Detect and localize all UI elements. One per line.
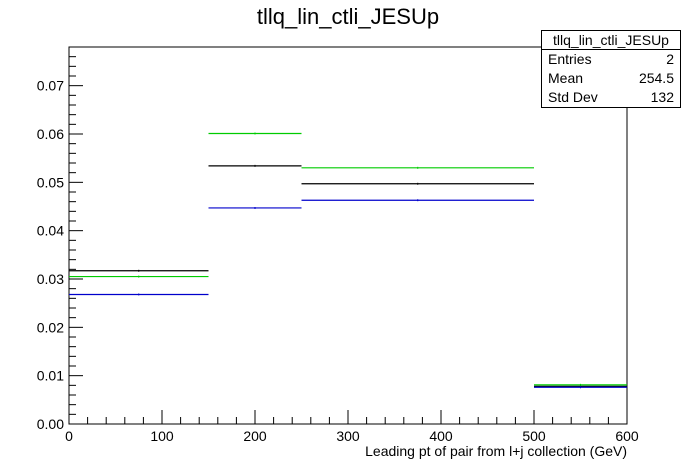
stats-entries-label: Entries bbox=[548, 51, 592, 67]
stats-stddev-row: Std Dev 132 bbox=[542, 88, 680, 107]
stats-entries-value: 2 bbox=[666, 51, 674, 67]
y-tick-label: 0.07 bbox=[37, 78, 64, 94]
stats-box: tllq_lin_ctli_JESUp Entries 2 Mean 254.5… bbox=[541, 30, 681, 108]
stats-mean-label: Mean bbox=[548, 70, 584, 86]
y-tick-label: 0.00 bbox=[37, 416, 64, 432]
x-tick-label: 200 bbox=[243, 428, 267, 444]
x-tick-label: 300 bbox=[336, 428, 360, 444]
y-tick-label: 0.04 bbox=[37, 223, 64, 239]
y-tick-label: 0.01 bbox=[37, 368, 64, 384]
x-axis-label: Leading pt of pair from l+j collection (… bbox=[365, 443, 627, 459]
x-tick-label: 600 bbox=[615, 428, 639, 444]
stats-mean-row: Mean 254.5 bbox=[542, 69, 680, 88]
y-tick-label: 0.02 bbox=[37, 319, 64, 335]
stats-box-name: tllq_lin_ctli_JESUp bbox=[542, 31, 680, 50]
stats-entries-row: Entries 2 bbox=[542, 50, 680, 69]
stats-stddev-label: Std Dev bbox=[548, 89, 598, 105]
x-tick-label: 100 bbox=[150, 428, 174, 444]
x-tick-label: 400 bbox=[429, 428, 453, 444]
stats-stddev-value: 132 bbox=[650, 89, 674, 105]
stats-mean-value: 254.5 bbox=[638, 70, 674, 86]
y-tick-label: 0.06 bbox=[37, 126, 64, 142]
chart-title: tllq_lin_ctli_JESUp bbox=[256, 4, 440, 29]
x-tick-label: 500 bbox=[522, 428, 546, 444]
x-tick-label: 0 bbox=[65, 428, 73, 444]
y-tick-label: 0.03 bbox=[37, 271, 64, 287]
y-tick-label: 0.05 bbox=[37, 174, 64, 190]
